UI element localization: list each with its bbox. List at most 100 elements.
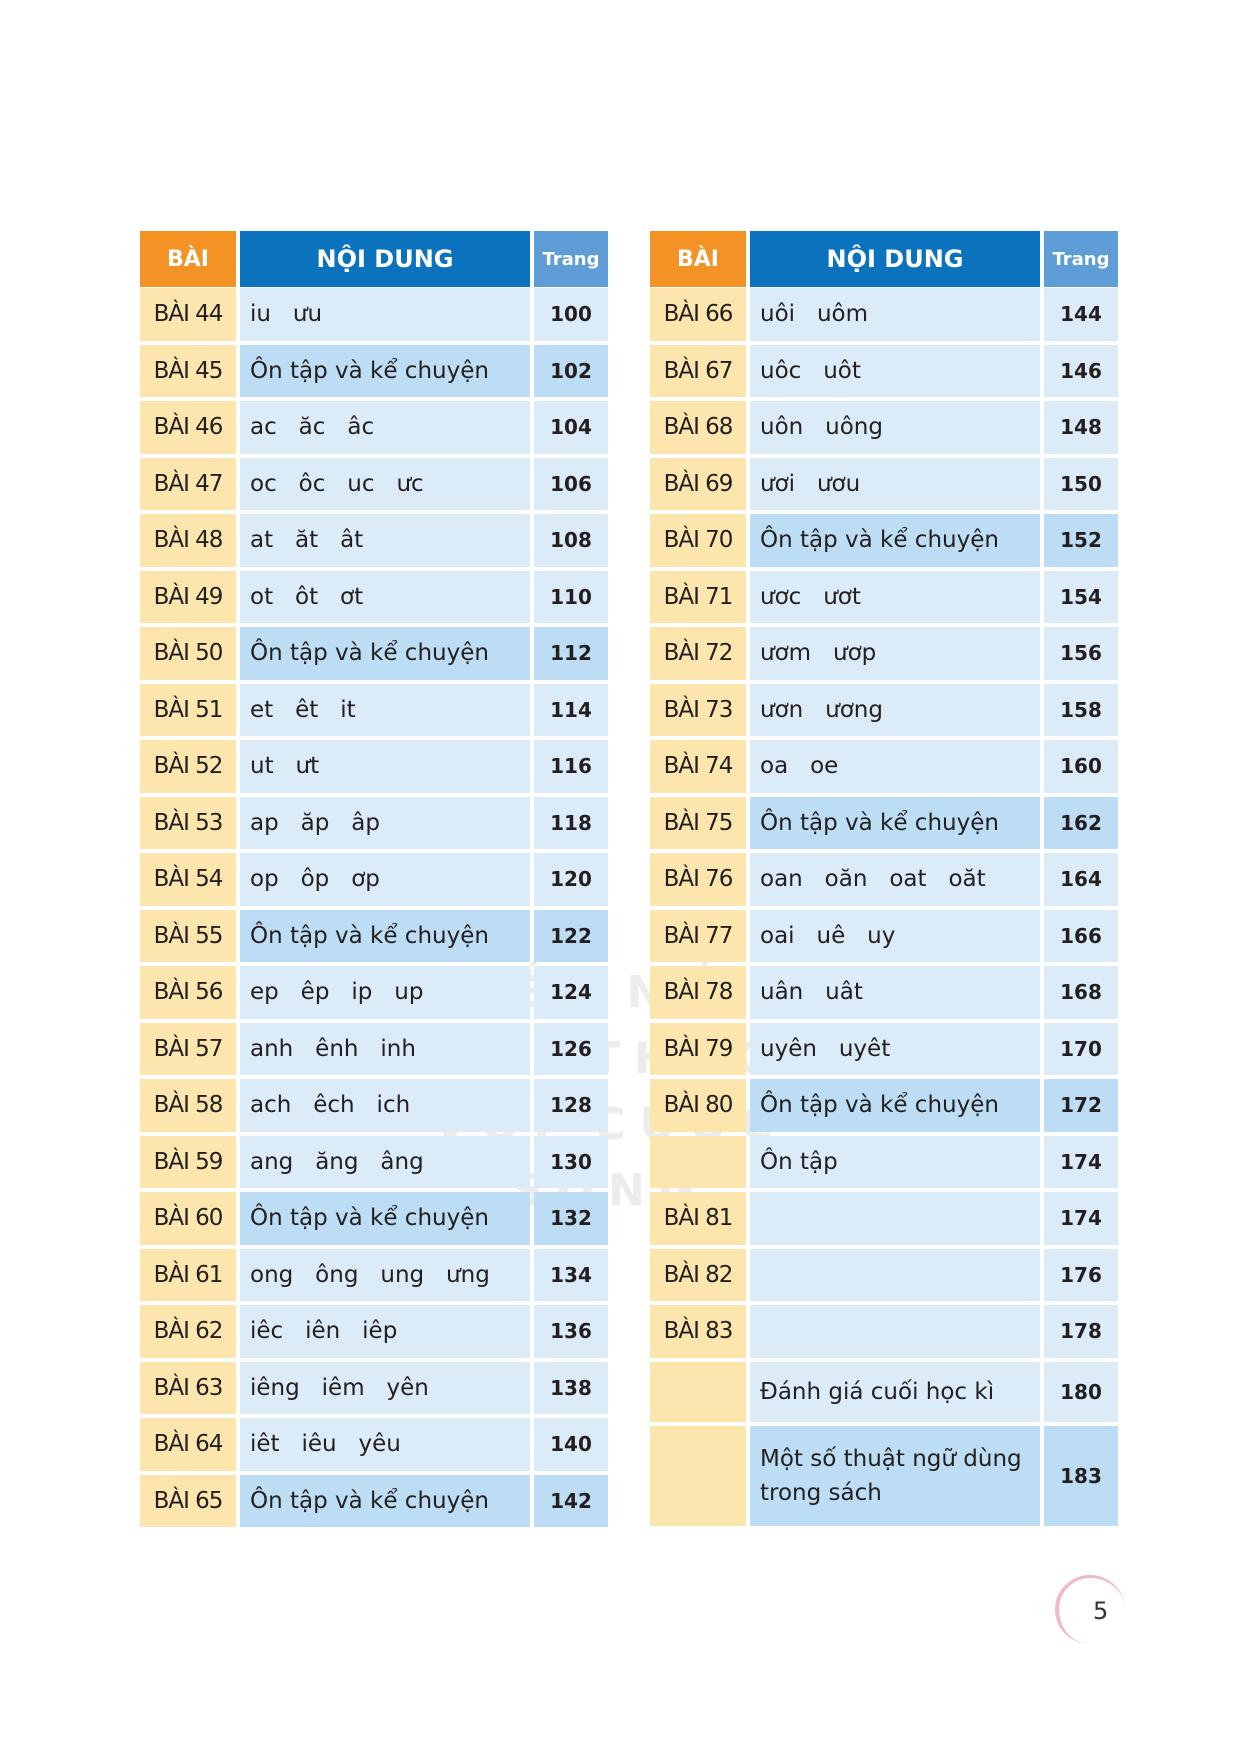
table-row[interactable]: BÀI 79 uyên uyêt 170 [650,1022,1118,1075]
table-row[interactable]: BÀI 69 ươi ươu 150 [650,457,1118,510]
lesson-content: et êt it [240,683,530,736]
table-row[interactable]: BÀI 56 ep êp ip up 124 [140,966,608,1019]
page-ref: 176 [1044,1248,1118,1301]
table-row[interactable]: BÀI 67 uôc uôt 146 [650,344,1118,397]
table-row[interactable]: BÀI 57 anh ênh inh 126 [140,1022,608,1075]
lesson-content: ep êp ip up [240,966,530,1019]
lesson-content: Ôn tập và kể chuyện [750,796,1040,849]
lesson-content: oai uê uy [750,909,1040,962]
table-row[interactable]: BÀI 78 uân uât 168 [650,966,1118,1019]
lesson-number: BÀI 71 [650,570,746,623]
page-number-text: 5 [1093,1597,1109,1625]
page-ref: 164 [1044,853,1118,906]
page-ref: 172 [1044,1079,1118,1132]
page-ref: 102 [534,344,608,397]
table-row[interactable]: BÀI 54 op ôp ơp 120 [140,853,608,906]
table-row[interactable]: Ôn tập 174 [650,1135,1118,1188]
lesson-number: BÀI 75 [650,796,746,849]
table-header: BÀI NỘI DUNG Trang [140,231,608,287]
lesson-number: BÀI 57 [140,1022,236,1075]
table-row[interactable]: BÀI 61 ong ông ung ưng 134 [140,1248,608,1301]
lesson-number: BÀI 61 [140,1248,236,1301]
table-row[interactable]: BÀI 66 uôi uôm 144 [650,288,1118,341]
page-ref: 122 [534,909,608,962]
table-row[interactable]: BÀI 60 Ôn tập và kể chuyện 132 [140,1192,608,1245]
lesson-content: iu ưu [240,288,530,341]
table-row[interactable]: BÀI 75 Ôn tập và kể chuyện 162 [650,796,1118,849]
lesson-number: BÀI 50 [140,627,236,680]
lesson-content: ươi ươu [750,457,1040,510]
page-ref: 168 [1044,966,1118,1019]
table-row[interactable]: BÀI 47 oc ôc uc ưc 106 [140,457,608,510]
table-row[interactable]: BÀI 68 uôn uông 148 [650,401,1118,454]
lesson-content: uân uât [750,966,1040,1019]
table-row[interactable]: BÀI 65 Ôn tập và kể chuyện 142 [140,1474,608,1527]
toc-table-left: BÀI NỘI DUNG Trang BÀI 44 iu ưu 100 BÀI 45 Ôn t… [140,231,608,1531]
table-row[interactable]: BÀI 73 ươn ương 158 [650,683,1118,736]
table-row[interactable]: BÀI 45 Ôn tập và kể chuyện 102 [140,344,608,397]
page-ref: 146 [1044,344,1118,397]
table-header: BÀI NỘI DUNG Trang [650,231,1118,287]
page-ref: 158 [1044,683,1118,736]
table-row[interactable]: BÀI 64 iêt iêu yêu 140 [140,1418,608,1471]
table-row[interactable]: BÀI 55 Ôn tập và kể chuyện 122 [140,909,608,962]
lesson-number: BÀI 59 [140,1135,236,1188]
page-ref: 152 [1044,514,1118,567]
table-row[interactable]: BÀI 74 oa oe 160 [650,740,1118,793]
lesson-content [750,1305,1040,1358]
table-row[interactable]: BÀI 46 ac ăc âc 104 [140,401,608,454]
table-row[interactable]: BÀI 48 at ăt ât 108 [140,514,608,567]
page-ref: 150 [1044,457,1118,510]
lesson-content: iêng iêm yên [240,1361,530,1414]
lesson-content: ươn ương [750,683,1040,736]
lesson-content: ot ôt ơt [240,570,530,623]
lesson-content: iêc iên iêp [240,1305,530,1358]
lesson-content: ươm ươp [750,627,1040,680]
lesson-content: ap ăp âp [240,796,530,849]
header-trang: Trang [534,231,608,287]
table-row[interactable]: BÀI 83 178 [650,1305,1118,1358]
table-row[interactable]: BÀI 52 ut ưt 116 [140,740,608,793]
table-row[interactable]: BÀI 82 176 [650,1248,1118,1301]
page-ref: 106 [534,457,608,510]
lesson-number: BÀI 45 [140,344,236,397]
lesson-content: Ôn tập và kể chuyện [750,514,1040,567]
page-number: 5 [1055,1575,1125,1645]
lesson-content: uôi uôm [750,288,1040,341]
page-arc-icon [1055,1575,1125,1644]
lesson-content: ươc ươt [750,570,1040,623]
lesson-number: BÀI 78 [650,966,746,1019]
table-row[interactable]: BÀI 80 Ôn tập và kể chuyện 172 [650,1079,1118,1132]
page-ref: 114 [534,683,608,736]
table-row[interactable]: BÀI 59 ang ăng âng 130 [140,1135,608,1188]
table-row[interactable]: BÀI 81 174 [650,1192,1118,1245]
table-row[interactable]: BÀI 63 iêng iêm yên 138 [140,1361,608,1414]
table-row[interactable]: BÀI 76 oan oăn oat oăt 164 [650,853,1118,906]
table-row[interactable]: BÀI 71 ươc ươt 154 [650,570,1118,623]
lesson-content: oa oe [750,740,1040,793]
table-row[interactable]: BÀI 50 Ôn tập và kể chuyện 112 [140,627,608,680]
table-row[interactable]: BÀI 62 iêc iên iêp 136 [140,1305,608,1358]
page-ref: 128 [534,1079,608,1132]
table-row[interactable]: BÀI 77 oai uê uy 166 [650,909,1118,962]
lesson-number: BÀI 66 [650,288,746,341]
table-row[interactable]: BÀI 51 et êt it 114 [140,683,608,736]
page-ref: 156 [1044,627,1118,680]
table-row[interactable]: Một số thuật ngữ dùng trong sách 183 [650,1425,1118,1526]
table-row[interactable]: BÀI 58 ach êch ich 128 [140,1079,608,1132]
lesson-number: BÀI 48 [140,514,236,567]
page-ref: 140 [534,1418,608,1471]
table-row[interactable]: BÀI 53 ap ăp âp 118 [140,796,608,849]
table-row[interactable]: Đánh giá cuối học kì 180 [650,1361,1118,1422]
lesson-number: BÀI 79 [650,1022,746,1075]
lesson-content: anh ênh inh [240,1022,530,1075]
page-ref: 104 [534,401,608,454]
table-row[interactable]: BÀI 44 iu ưu 100 [140,288,608,341]
table-row[interactable]: BÀI 70 Ôn tập và kể chuyện 152 [650,514,1118,567]
table-row[interactable]: BÀI 72 ươm ươp 156 [650,627,1118,680]
table-row[interactable]: BÀI 49 ot ôt ơt 110 [140,570,608,623]
lesson-content: Một số thuật ngữ dùng trong sách [750,1425,1040,1526]
lesson-number: BÀI 64 [140,1418,236,1471]
lesson-content: Ôn tập và kể chuyện [240,1474,530,1527]
toc-table-right: BÀI NỘI DUNG Trang BÀI 66 uôi uôm 144 BÀI 67 uô… [650,231,1118,1530]
